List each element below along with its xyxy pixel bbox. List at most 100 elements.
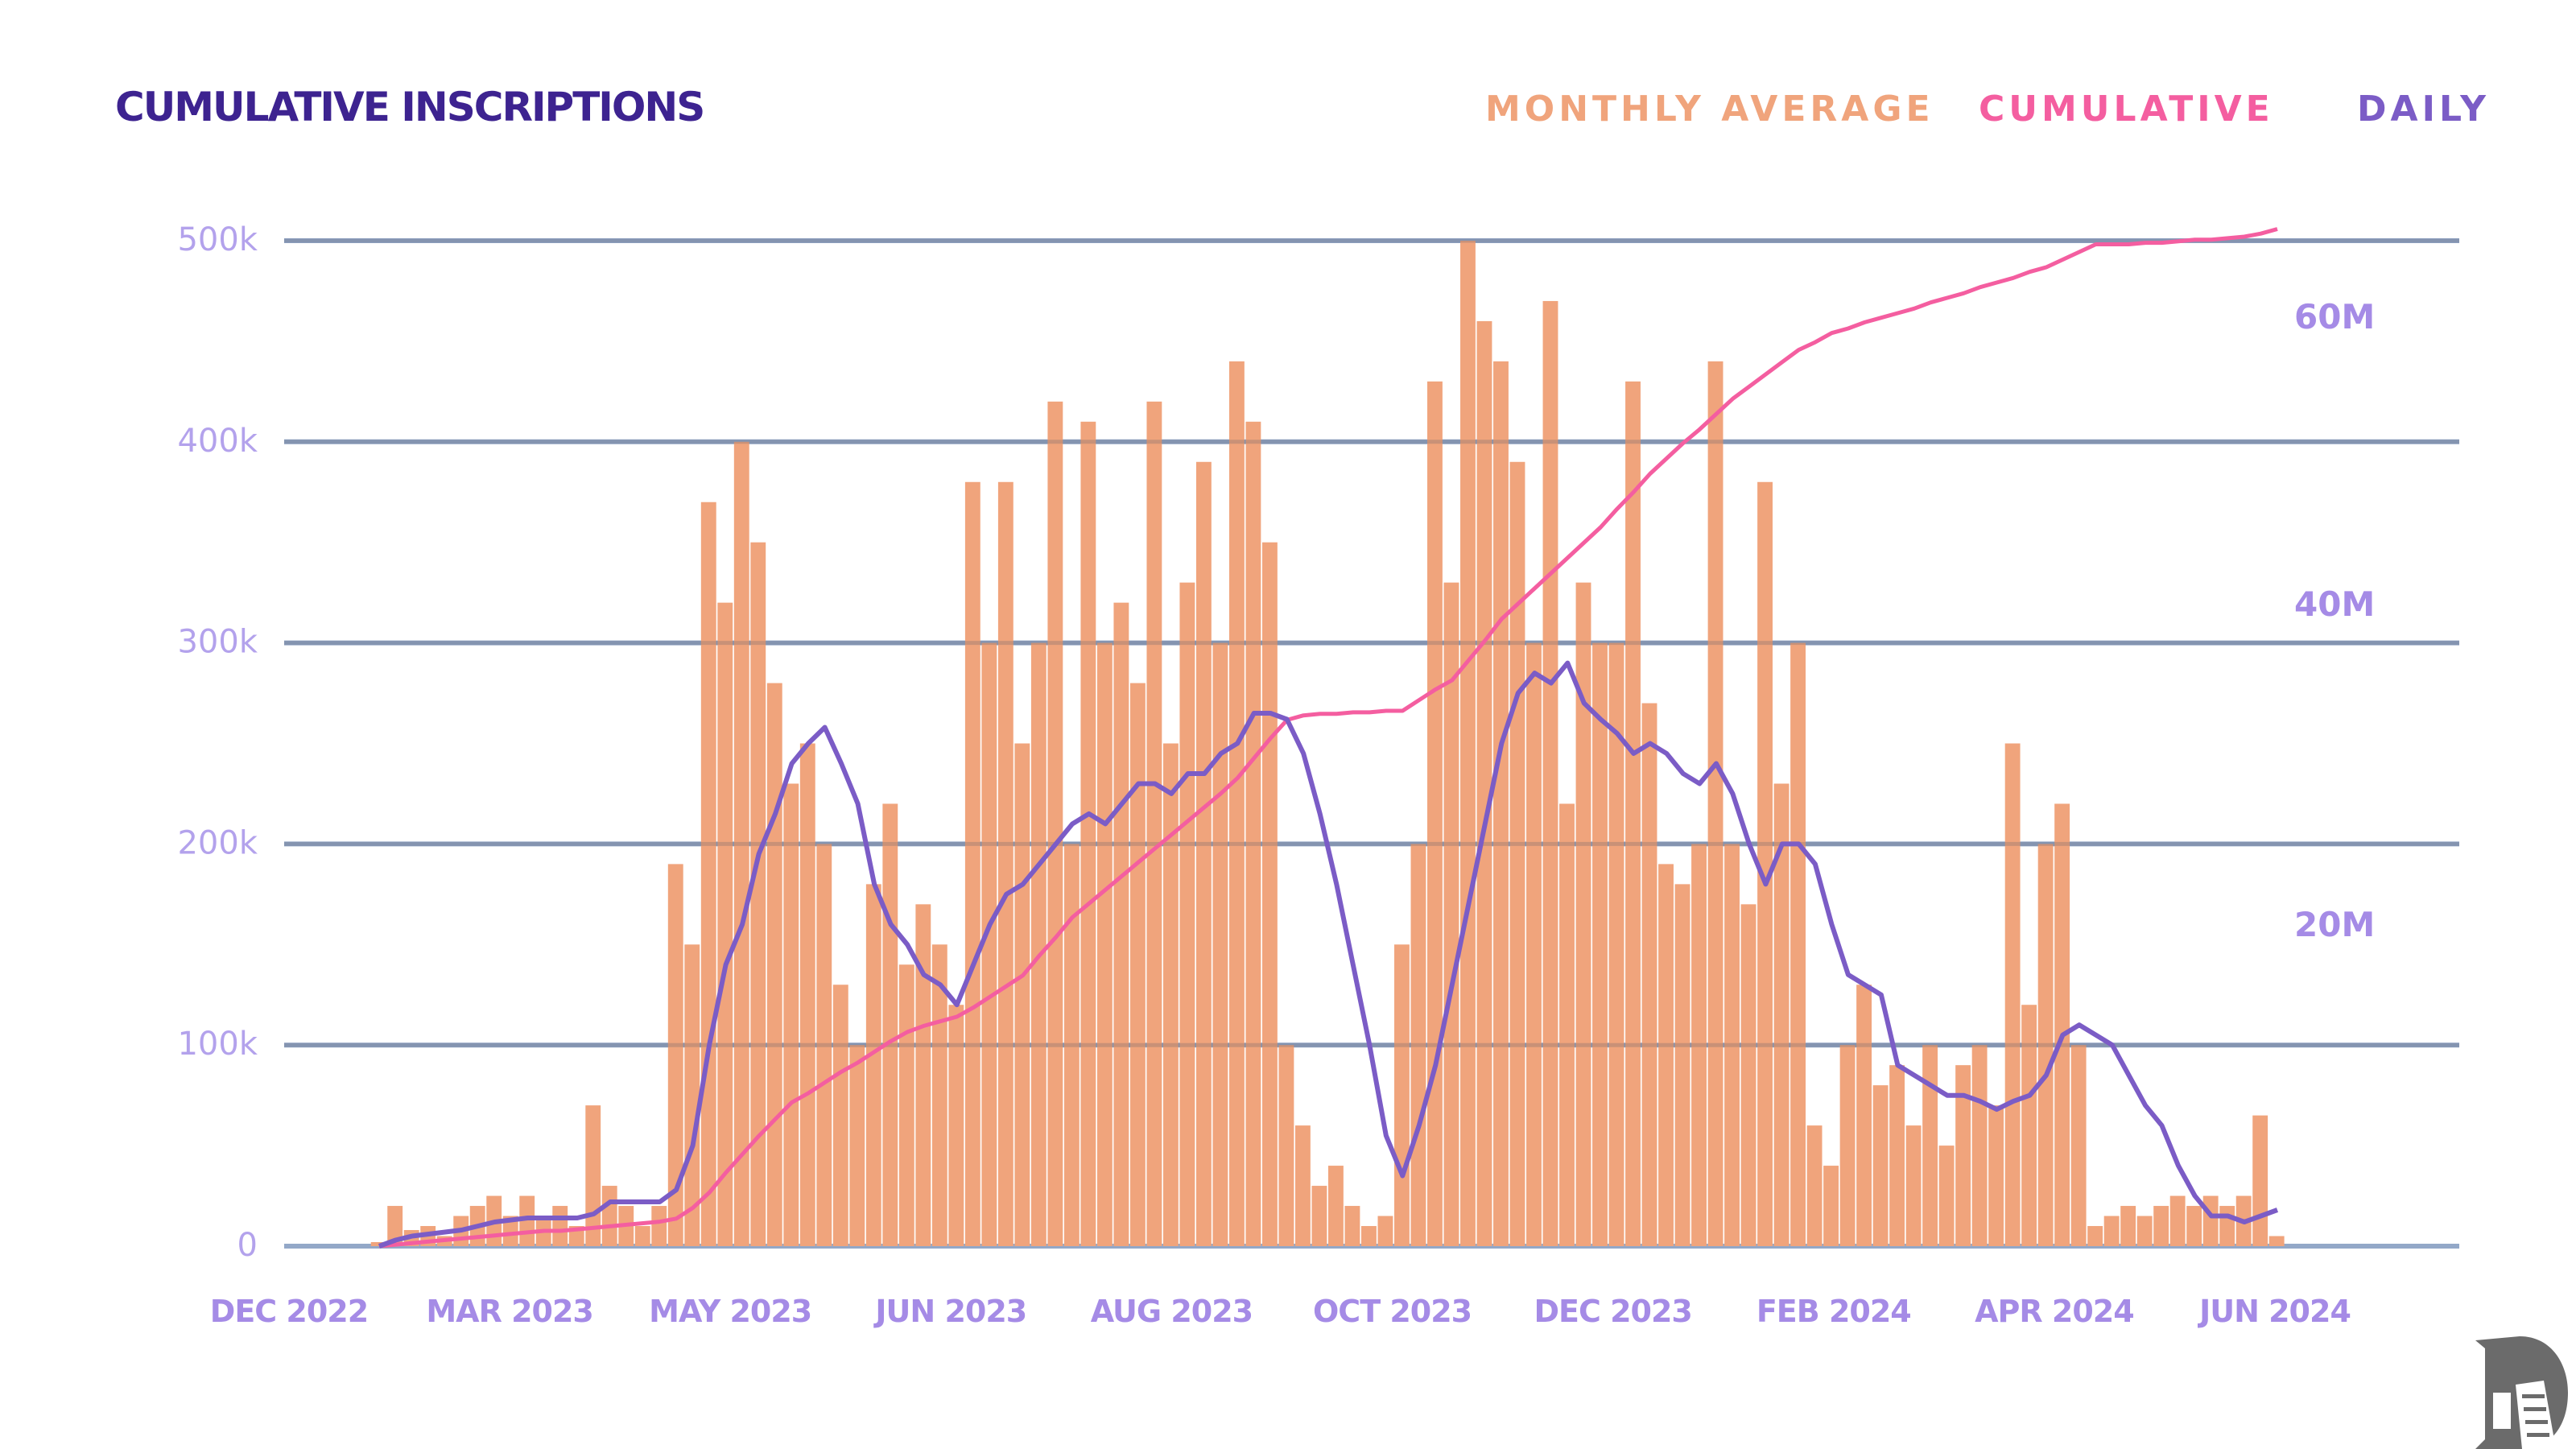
daily-bar: [1608, 642, 1624, 1246]
daily-bar: [1740, 904, 1757, 1246]
daily-bar: [1030, 642, 1046, 1246]
daily-bar: [1773, 783, 1790, 1246]
x-tick-label: JUN 2024: [2197, 1294, 2351, 1329]
daily-bar: [387, 1206, 403, 1246]
daily-bars: [370, 241, 2285, 1247]
daily-bar: [1922, 1045, 1938, 1246]
daily-bar: [2103, 1216, 2120, 1246]
daily-bar: [1047, 401, 1063, 1247]
daily-bar: [1856, 985, 1872, 1246]
daily-bar: [1245, 421, 1261, 1246]
daily-bar: [1526, 642, 1542, 1246]
monthly-average-line: [378, 660, 2279, 1249]
daily-bar: [1889, 1065, 1905, 1246]
daily-bar: [1559, 803, 1575, 1246]
daily-bar: [1063, 844, 1080, 1246]
legend-cumulative: Cumulative: [1979, 89, 2274, 130]
daily-bar: [502, 1216, 518, 1246]
cumulative-line: [378, 227, 2278, 1249]
y-right-tick-label: 20M: [2294, 905, 2375, 944]
daily-bar: [1014, 743, 1030, 1246]
daily-bar: [915, 904, 931, 1246]
daily-bar: [1509, 461, 1525, 1246]
daily-bar: [1278, 1045, 1294, 1246]
daily-bar: [1179, 582, 1195, 1246]
daily-bar: [1261, 542, 1278, 1246]
daily-bar: [1443, 582, 1459, 1246]
legend: Monthly Average Cumulative Daily: [1485, 89, 2486, 130]
daily-bar: [783, 783, 799, 1246]
daily-bar: [799, 743, 815, 1246]
x-tick-label: DEC 2022: [210, 1294, 368, 1329]
daily-bar: [1129, 683, 1146, 1246]
y-right-tick-label: 40M: [2294, 584, 2375, 624]
daily-bar: [1344, 1206, 1360, 1246]
daily-bar: [1938, 1146, 1955, 1246]
daily-bar: [733, 441, 749, 1246]
x-tick-label: FEB 2024: [1757, 1294, 1911, 1329]
daily-bar: [1988, 1105, 2004, 1246]
daily-bar: [882, 803, 898, 1246]
daily-bar: [948, 1005, 964, 1246]
daily-bar: [2037, 844, 2054, 1246]
daily-bar: [1658, 864, 1674, 1246]
y-tick-label: 500k: [177, 221, 258, 258]
daily-bar: [1460, 241, 1476, 1246]
daily-bar: [2169, 1195, 2186, 1246]
daily-bar: [1476, 320, 1492, 1246]
daily-bar: [1823, 1166, 1839, 1246]
daily-bar: [1575, 582, 1591, 1246]
daily-bar: [898, 964, 914, 1246]
daily-bar: [1757, 481, 1773, 1246]
daily-bar: [865, 884, 881, 1246]
daily-bar: [981, 642, 997, 1246]
y-axis-right: 20M 40M 60M: [2294, 297, 2375, 944]
gridlines-overlay: [284, 238, 2459, 1047]
daily-bar: [816, 844, 832, 1246]
daily-bar: [585, 1105, 601, 1246]
x-tick-label: AUG 2023: [1091, 1294, 1253, 1329]
y-tick-label: 400k: [177, 423, 258, 460]
daily-bar: [2268, 1236, 2285, 1246]
x-axis: DEC 2022 MAR 2023 MAY 2023 JUN 2023 AUG 2023…: [210, 1294, 2351, 1329]
daily-bar: [1674, 884, 1690, 1246]
daily-bar: [2153, 1206, 2169, 1246]
daily-bar: [2202, 1195, 2219, 1246]
daily-bar: [2087, 1226, 2103, 1246]
daily-bar: [1625, 381, 1641, 1246]
daily-bar: [601, 1186, 617, 1246]
y-axis-left: 0 100k 200k 300k 400k 500k: [177, 221, 258, 1264]
daily-bar: [1542, 300, 1558, 1247]
daily-bar: [2120, 1206, 2136, 1246]
daily-bar: [1080, 421, 1096, 1246]
x-tick-label: JUN 2023: [873, 1294, 1026, 1329]
x-tick-label: MAR 2023: [426, 1294, 592, 1329]
daily-bar: [1328, 1166, 1344, 1246]
daily-bar: [651, 1206, 667, 1246]
daily-bar: [2252, 1115, 2268, 1246]
daily-bar: [1806, 1125, 1823, 1246]
daily-bar: [1377, 1216, 1393, 1246]
daily-bar: [997, 481, 1013, 1246]
daily-bar: [1361, 1226, 1377, 1246]
x-tick-label: OCT 2023: [1313, 1294, 1472, 1329]
daily-bar: [1971, 1045, 1988, 1246]
x-tick-label: MAY 2023: [649, 1294, 811, 1329]
daily-bar: [1724, 844, 1740, 1246]
daily-bar: [1162, 743, 1179, 1246]
daily-bar: [1790, 642, 1806, 1246]
x-tick-label: APR 2024: [1975, 1294, 2134, 1329]
daily-bar: [1427, 381, 1443, 1246]
daily-bar: [1228, 361, 1245, 1246]
daily-bar: [1195, 461, 1212, 1246]
y-tick-label: 300k: [177, 624, 258, 661]
daily-bar: [1212, 642, 1228, 1246]
daily-bar: [1592, 642, 1608, 1246]
daily-bar: [964, 481, 980, 1246]
daily-bar: [1294, 1125, 1311, 1246]
daily-bar: [552, 1206, 568, 1246]
x-tick-label: DEC 2023: [1534, 1294, 1691, 1329]
daily-bar: [832, 985, 848, 1246]
daily-bar: [717, 602, 733, 1246]
